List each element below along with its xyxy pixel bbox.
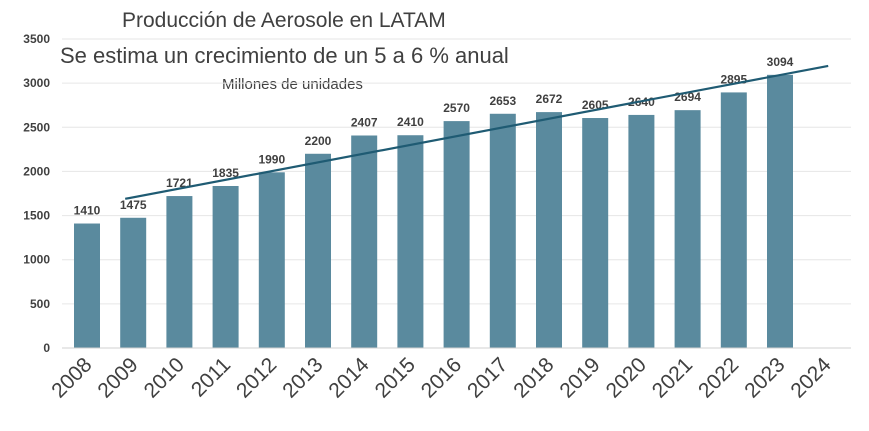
x-tick-label-2013: 2013 (278, 353, 327, 402)
data-label-2016: 2570 (443, 101, 470, 115)
bar-2009 (120, 217, 147, 348)
y-tick-label: 2500 (23, 120, 50, 134)
bars (74, 74, 793, 349)
bar-2008 (74, 223, 100, 348)
x-tick-label-2016: 2016 (417, 353, 466, 402)
data-label-2023: 3094 (767, 55, 794, 69)
data-label-2017: 2653 (489, 94, 516, 108)
data-label-2014: 2407 (351, 115, 378, 129)
y-tick-label: 3000 (23, 76, 50, 90)
data-label-2015: 2410 (397, 115, 424, 129)
x-tick-label-2010: 2010 (140, 353, 189, 402)
bar-2022 (720, 92, 747, 348)
bar-2015 (397, 135, 424, 348)
x-tick-label-2020: 2020 (602, 353, 651, 402)
bar-2012 (258, 172, 285, 348)
trendline (124, 64, 829, 200)
bar-2018 (536, 112, 562, 348)
x-tick-label-2011: 2011 (187, 353, 235, 401)
y-tick-label: 500 (30, 297, 50, 311)
data-label-2013: 2200 (305, 134, 332, 148)
bar-2020 (628, 114, 655, 348)
bar-2021 (674, 110, 701, 348)
x-tick-label-2019: 2019 (555, 353, 604, 402)
x-tick-label-2022: 2022 (694, 353, 743, 402)
data-label-2009: 1475 (120, 198, 147, 212)
bar-2017 (489, 113, 516, 348)
x-tick-label-2021: 2021 (648, 353, 697, 402)
x-tick-label-2017: 2017 (463, 353, 512, 402)
bar-2016 (443, 121, 470, 348)
data-label-2011: 1835 (212, 166, 239, 180)
bar-2010 (166, 196, 193, 348)
x-tick-label-2008: 2008 (47, 353, 96, 402)
data-label-2008: 1410 (74, 204, 101, 218)
units-label: Millones de unidades (222, 76, 363, 93)
x-tick-label-2023: 2023 (740, 353, 789, 402)
bar-2011 (212, 185, 239, 348)
x-tick-label-2012: 2012 (232, 353, 281, 402)
chart-subtitle: Se estima un crecimiento de un 5 a 6 % a… (60, 43, 509, 68)
data-label-2018: 2672 (536, 92, 563, 106)
x-tick-label-2014: 2014 (324, 353, 374, 403)
x-tick-label-2009: 2009 (93, 353, 142, 402)
x-axis-ticks: 2008200920102011201220132014201520162017… (47, 353, 836, 403)
y-tick-label: 3500 (23, 32, 50, 46)
chart-title: Producción de Aerosole en LATAM (122, 9, 446, 32)
bar-2014 (351, 135, 378, 348)
bar-2019 (582, 118, 609, 348)
bar-2023 (767, 74, 793, 349)
y-axis-ticks: 0 500 1000 1500 2000 2500 3000 3500 (23, 32, 50, 355)
x-tick-label-2015: 2015 (371, 353, 420, 402)
y-tick-label: 1000 (23, 253, 50, 267)
data-label-2012: 1990 (258, 152, 285, 166)
x-tick-label-2024: 2024 (786, 353, 836, 403)
y-tick-label: 2000 (23, 164, 50, 178)
y-tick-label: 1500 (23, 209, 50, 223)
y-tick-label: 0 (43, 341, 50, 355)
bar-2013 (305, 153, 331, 348)
x-tick-label-2018: 2018 (509, 353, 558, 402)
